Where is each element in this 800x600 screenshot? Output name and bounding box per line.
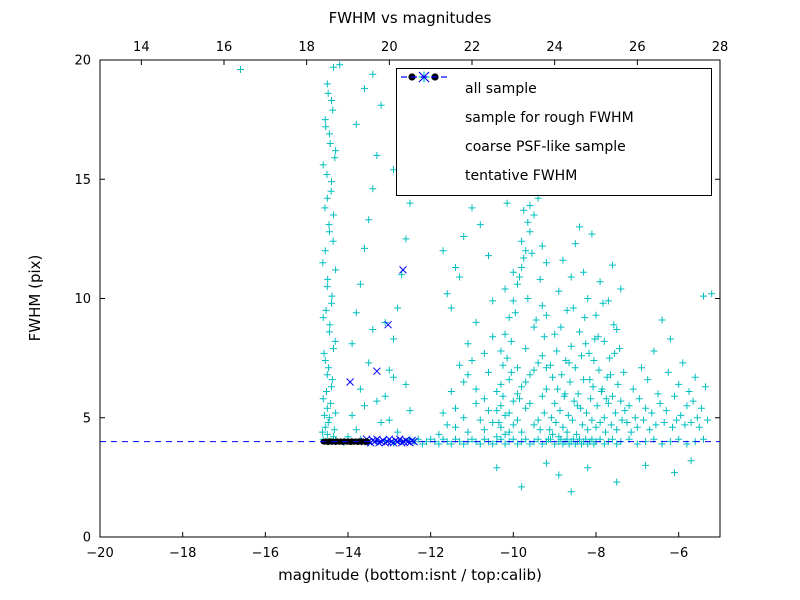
- x-tick-label-bottom: −10: [500, 546, 527, 561]
- legend-item-rough-fwhm: sample for rough FWHM: [403, 71, 711, 132]
- x-tick-label-bottom: −6: [669, 546, 688, 561]
- chart-title: FWHM vs magnitudes: [328, 9, 492, 27]
- x-tick-label-top: 20: [381, 40, 398, 55]
- x-tick-label-top: 24: [546, 40, 563, 55]
- legend: all sample sample for rough FWHM coarse …: [396, 68, 712, 196]
- x-tick-label-top: 26: [629, 40, 646, 55]
- x-tick-label-bottom: −20: [86, 546, 113, 561]
- legend-label: coarse PSF-like sample: [465, 138, 626, 155]
- x-axis-label: magnitude (bottom:isnt / top:calib): [278, 566, 542, 584]
- x-tick-label-top: 16: [216, 40, 233, 55]
- legend-item-psf-sample: coarse PSF-like sample: [403, 73, 711, 161]
- axis-ticks: [99, 59, 721, 538]
- legend-label: all sample: [465, 80, 537, 97]
- x-tick-label-top: 18: [298, 40, 315, 55]
- x-tick-label-top: 28: [712, 40, 729, 55]
- x-tick-label-bottom: −18: [169, 546, 196, 561]
- x-tick-label-bottom: −12: [417, 546, 444, 561]
- rough-fwhm-markers: [346, 266, 418, 447]
- x-tick-label-bottom: −16: [252, 546, 279, 561]
- x-tick-label-bottom: −14: [334, 546, 361, 561]
- x-tick-label-top: 14: [133, 40, 150, 55]
- y-tick-label: 15: [74, 173, 91, 188]
- y-tick-label: 5: [83, 411, 91, 426]
- legend-item-tentative-fwhm: tentative FWHM: [401, 76, 711, 190]
- y-tick-label: 20: [74, 54, 91, 69]
- y-axis-label: FWHM (pix): [26, 254, 44, 342]
- x-tick-label-bottom: −8: [586, 546, 605, 561]
- legend-item-all-sample: all sample: [403, 71, 711, 103]
- x-tick-label-top: 22: [464, 40, 481, 55]
- axis-tick-labels: −20 −18 −16 −14 −12 −10 −8 −6 14 16 18 20 22 24 26 28 0 5…: [74, 40, 728, 561]
- y-tick-label: 10: [74, 292, 91, 307]
- y-tick-label: 0: [83, 531, 91, 546]
- legend-label: sample for rough FWHM: [465, 109, 634, 126]
- legend-label: tentative FWHM: [465, 167, 578, 184]
